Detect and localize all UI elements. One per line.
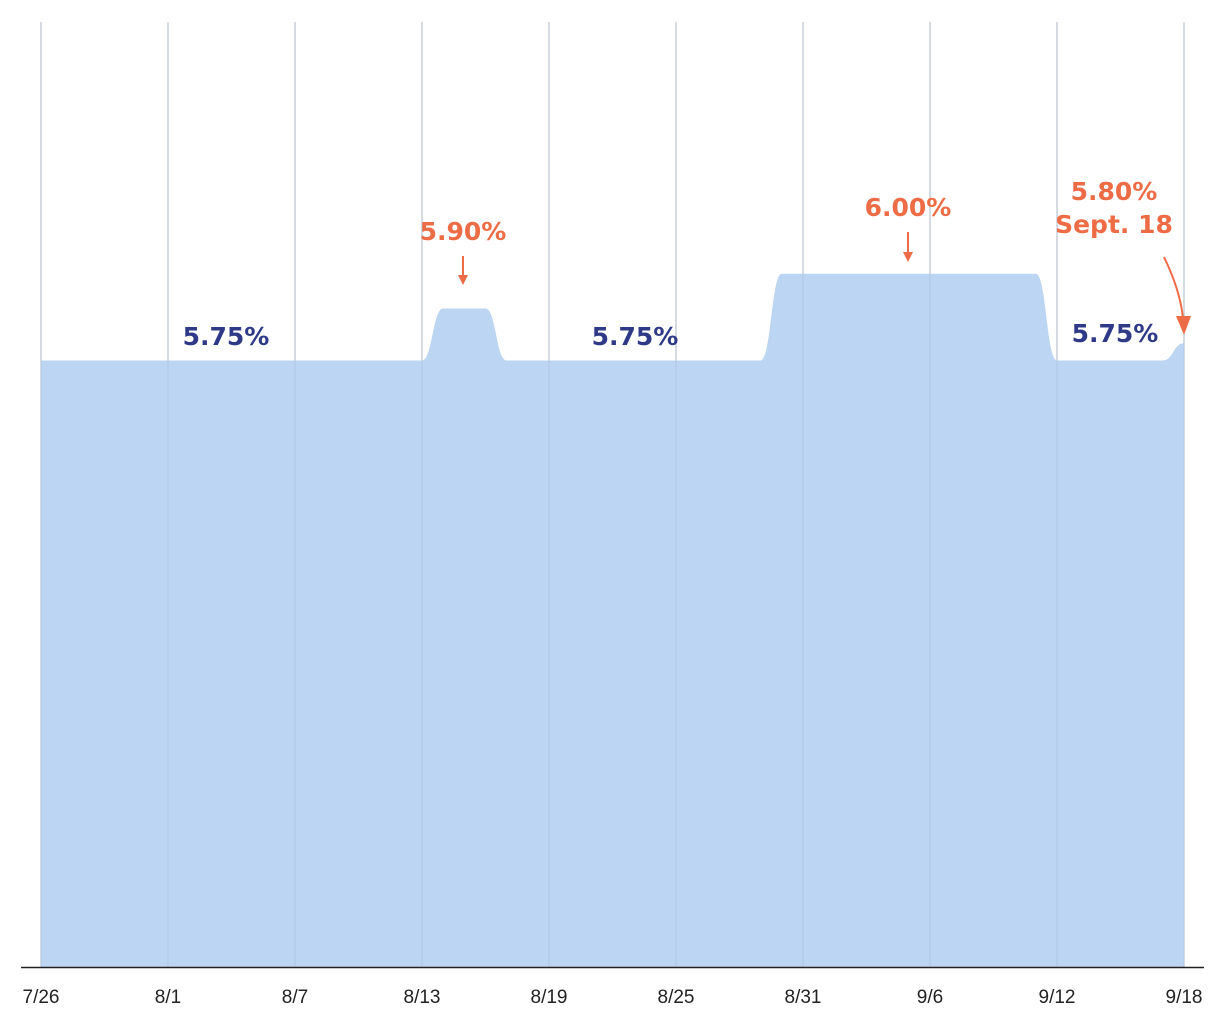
annotation-label: Sept. 18 <box>1055 210 1173 239</box>
annotation: 6.00% <box>865 193 952 262</box>
annotation: 5.75% <box>1072 319 1159 348</box>
arrow-icon <box>1163 256 1184 319</box>
x-tick-label: 9/18 <box>1166 987 1203 1008</box>
annotation-label: 5.75% <box>183 322 270 351</box>
annotation: 5.80% Sept. 18 <box>1055 177 1191 335</box>
x-axis-ticks: 7/26 8/1 8/7 8/13 8/19 8/25 8/31 9/6 9/12 9/18 <box>23 987 1203 1008</box>
annotation-label: 6.00% <box>865 193 952 222</box>
annotation: 5.75% <box>183 322 270 351</box>
x-tick-label: 9/6 <box>917 987 943 1008</box>
x-tick-label: 8/25 <box>658 987 695 1008</box>
annotation-label: 5.80% <box>1071 177 1158 206</box>
x-tick-label: 8/19 <box>531 987 568 1008</box>
x-tick-label: 8/13 <box>404 987 441 1008</box>
x-tick-label: 7/26 <box>23 987 60 1008</box>
annotations: 5.75% 5.90% 5.75% 6.00% 5.75% 5.80% Sept. 18 <box>183 177 1191 351</box>
x-tick-label: 8/31 <box>785 987 822 1008</box>
annotation-label: 5.75% <box>592 322 679 351</box>
annotation: 5.75% <box>592 322 679 351</box>
arrowhead-icon <box>1176 316 1191 335</box>
x-tick-label: 8/1 <box>155 987 181 1008</box>
annotation: 5.90% <box>420 217 507 285</box>
gridlines-overlay <box>40 22 1185 967</box>
rate-area <box>41 273 1184 967</box>
annotation-label: 5.90% <box>420 217 507 246</box>
annotation-label: 5.75% <box>1072 319 1159 348</box>
x-tick-label: 8/7 <box>282 987 308 1008</box>
x-tick-label: 9/12 <box>1039 987 1076 1008</box>
arrowhead-icon <box>903 252 913 262</box>
arrowhead-icon <box>458 275 468 285</box>
